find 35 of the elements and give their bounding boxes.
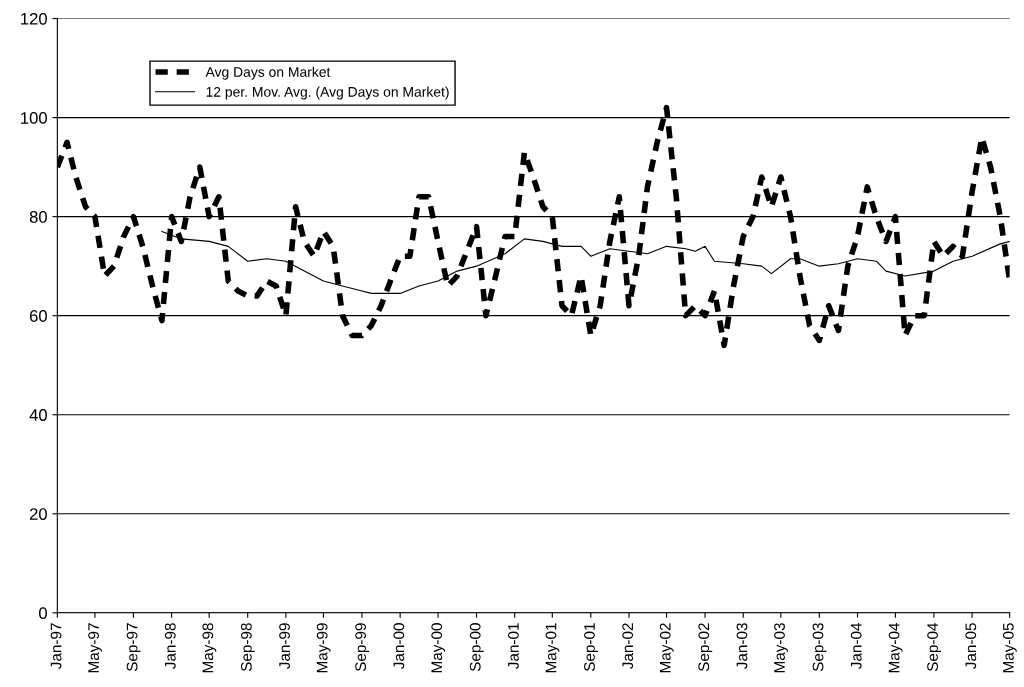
x-tick-label: Sep-02	[698, 623, 713, 672]
x-tick-label: May-97	[88, 623, 103, 673]
x-tick-label: Jan-98	[164, 623, 176, 669]
x-tick-label: Jan-02	[622, 623, 634, 669]
x-tick-label: May-00	[431, 623, 446, 673]
x-tick-label: Jan-04	[850, 622, 862, 669]
x-tick-label: Sep-98	[240, 623, 255, 672]
y-tick-label: 20	[29, 508, 47, 520]
x-tick-label: May-03	[774, 623, 788, 673]
legend-label: Avg Days on Market	[205, 66, 331, 80]
x-tick-label: Jan-99	[279, 623, 290, 669]
x-tick-label: Jan-97	[50, 623, 62, 669]
x-tick-label: Sep-97	[126, 623, 141, 672]
x-tick-label: May-02	[659, 623, 674, 673]
legend-label: 12 per. Mov. Avg. (Avg Days on Market)	[206, 86, 449, 100]
y-tick-label: 100	[21, 111, 47, 124]
x-tick-label: May-99	[316, 623, 331, 673]
x-tick-label: Jan-00	[393, 623, 405, 669]
x-tick-label: Sep-03	[812, 623, 827, 672]
y-tick-label: 0	[39, 607, 47, 620]
y-tick-label: 60	[29, 310, 47, 322]
x-tick-label: Sep-00	[469, 623, 484, 672]
x-tick-label: May-98	[202, 623, 217, 673]
x-tick-label: May-04	[888, 622, 903, 673]
y-tick-label: 40	[29, 409, 47, 421]
x-tick-label: Sep-99	[355, 623, 370, 672]
x-tick-label: Sep-04	[927, 622, 942, 672]
y-tick-label: 80	[29, 211, 47, 223]
x-tick-label: Sep-01	[584, 623, 598, 672]
x-tick-label: Jan-03	[736, 623, 748, 669]
x-tick-label: Jan-05	[965, 623, 977, 669]
x-tick-label: Jan-01	[508, 623, 519, 669]
y-tick-label: 120	[21, 12, 47, 25]
x-tick-label: May-05	[1002, 623, 1017, 673]
x-tick-label: May-01	[545, 623, 560, 673]
